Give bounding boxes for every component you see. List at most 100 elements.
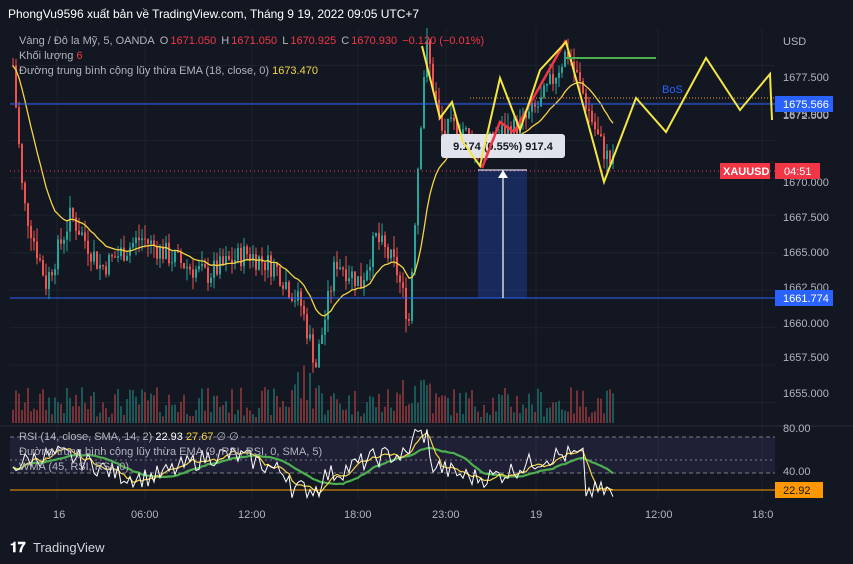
candle-body[interactable] — [420, 128, 422, 169]
candle-body[interactable] — [234, 260, 236, 264]
candle-body[interactable] — [222, 256, 224, 265]
candle-body[interactable] — [333, 261, 335, 292]
candle-body[interactable] — [441, 115, 443, 131]
candle-body[interactable] — [456, 121, 458, 137]
candle-body[interactable] — [210, 277, 212, 283]
candle-body[interactable] — [387, 247, 389, 259]
candle-body[interactable] — [510, 126, 512, 141]
candle-body[interactable] — [468, 128, 470, 135]
candle-body[interactable] — [447, 118, 449, 134]
candle-body[interactable] — [114, 256, 116, 258]
footer-brand[interactable]: TradingView — [32, 540, 105, 555]
bos-label[interactable]: BoS — [662, 84, 683, 96]
candle-body[interactable] — [555, 77, 557, 84]
candle-body[interactable] — [528, 111, 530, 119]
candle-body[interactable] — [567, 51, 569, 59]
candle-body[interactable] — [159, 246, 161, 259]
candle-body[interactable] — [372, 235, 374, 267]
candle-body[interactable] — [108, 254, 110, 275]
candle-body[interactable] — [96, 251, 98, 269]
candle-body[interactable] — [504, 125, 506, 137]
red-trend-drawing[interactable] — [480, 39, 568, 169]
candle-body[interactable] — [585, 93, 587, 110]
candle-body[interactable] — [525, 114, 527, 119]
candle-body[interactable] — [261, 256, 263, 263]
candle-body[interactable] — [54, 269, 56, 276]
candle-body[interactable] — [24, 183, 26, 204]
candle-body[interactable] — [225, 256, 227, 265]
candle-body[interactable] — [303, 305, 305, 315]
candle-body[interactable] — [579, 72, 581, 81]
candle-body[interactable] — [348, 278, 350, 282]
candle-body[interactable] — [186, 266, 188, 269]
candle-body[interactable] — [252, 254, 254, 261]
candle-body[interactable] — [606, 150, 608, 160]
candle-body[interactable] — [342, 267, 344, 270]
candle-body[interactable] — [438, 99, 440, 116]
candle-body[interactable] — [102, 265, 104, 267]
candle-body[interactable] — [27, 203, 29, 226]
candle-body[interactable] — [87, 240, 89, 254]
candle-body[interactable] — [594, 121, 596, 130]
candle-body[interactable] — [165, 242, 167, 260]
candle-body[interactable] — [66, 231, 68, 240]
candle-body[interactable] — [390, 249, 392, 259]
candle-body[interactable] — [318, 343, 320, 368]
candle-body[interactable] — [534, 102, 536, 107]
candle-body[interactable] — [501, 125, 503, 135]
candle-body[interactable] — [375, 232, 377, 236]
candle-body[interactable] — [276, 263, 278, 267]
candle-body[interactable] — [192, 269, 194, 278]
candle-body[interactable] — [363, 280, 365, 288]
candle-body[interactable] — [417, 168, 419, 226]
candle-body[interactable] — [144, 238, 146, 240]
candle-body[interactable] — [414, 225, 416, 272]
candle-body[interactable] — [435, 90, 437, 100]
candle-body[interactable] — [240, 247, 242, 267]
candle-body[interactable] — [309, 334, 311, 339]
candle-body[interactable] — [258, 256, 260, 270]
candle-body[interactable] — [30, 225, 32, 239]
rsi-label[interactable]: RSI (14, close, SMA, 14, 2) — [19, 431, 153, 443]
candle-body[interactable] — [180, 251, 182, 264]
candle-body[interactable] — [312, 334, 314, 363]
tradingview-logo-icon[interactable]: 𝟏𝟕 — [10, 539, 26, 555]
candle-body[interactable] — [228, 256, 230, 260]
candle-body[interactable] — [207, 267, 209, 283]
candle-body[interactable] — [288, 282, 290, 298]
volume-label[interactable]: Khối lượng — [19, 50, 74, 62]
candle-body[interactable] — [294, 300, 296, 302]
candle-body[interactable] — [411, 271, 413, 321]
candle-body[interactable] — [246, 246, 248, 255]
candle-body[interactable] — [51, 272, 53, 276]
candle-body[interactable] — [255, 254, 257, 270]
candle-body[interactable] — [327, 290, 329, 320]
yellow-projection-drawing[interactable] — [421, 39, 773, 186]
candle-body[interactable] — [231, 259, 233, 264]
candle-body[interactable] — [426, 40, 428, 78]
candle-body[interactable] — [63, 239, 65, 244]
candle-body[interactable] — [369, 266, 371, 271]
candle-body[interactable] — [603, 136, 605, 160]
candle-body[interactable] — [243, 246, 245, 267]
candle-body[interactable] — [60, 239, 62, 244]
candle-body[interactable] — [543, 85, 545, 98]
candle-body[interactable] — [297, 291, 299, 301]
candle-body[interactable] — [507, 126, 509, 137]
candle-body[interactable] — [552, 73, 554, 84]
candle-body[interactable] — [267, 255, 269, 271]
candle-body[interactable] — [36, 241, 38, 259]
symbol-name[interactable]: Vàng / Đô la Mỹ, 5, OANDA — [19, 35, 155, 47]
candle-body[interactable] — [378, 232, 380, 243]
candle-body[interactable] — [381, 235, 383, 243]
candle-body[interactable] — [558, 72, 560, 78]
candle-body[interactable] — [336, 261, 338, 270]
candle-body[interactable] — [465, 128, 467, 130]
price-axis[interactable]: USD 1677.500 1675.000 1672.500 1670.000 … — [720, 36, 833, 498]
candle-body[interactable] — [93, 251, 95, 262]
candle-body[interactable] — [609, 150, 611, 165]
candle-body[interactable] — [393, 249, 395, 257]
candle-body[interactable] — [18, 107, 20, 145]
candle-body[interactable] — [360, 276, 362, 288]
candle-body[interactable] — [45, 275, 47, 289]
